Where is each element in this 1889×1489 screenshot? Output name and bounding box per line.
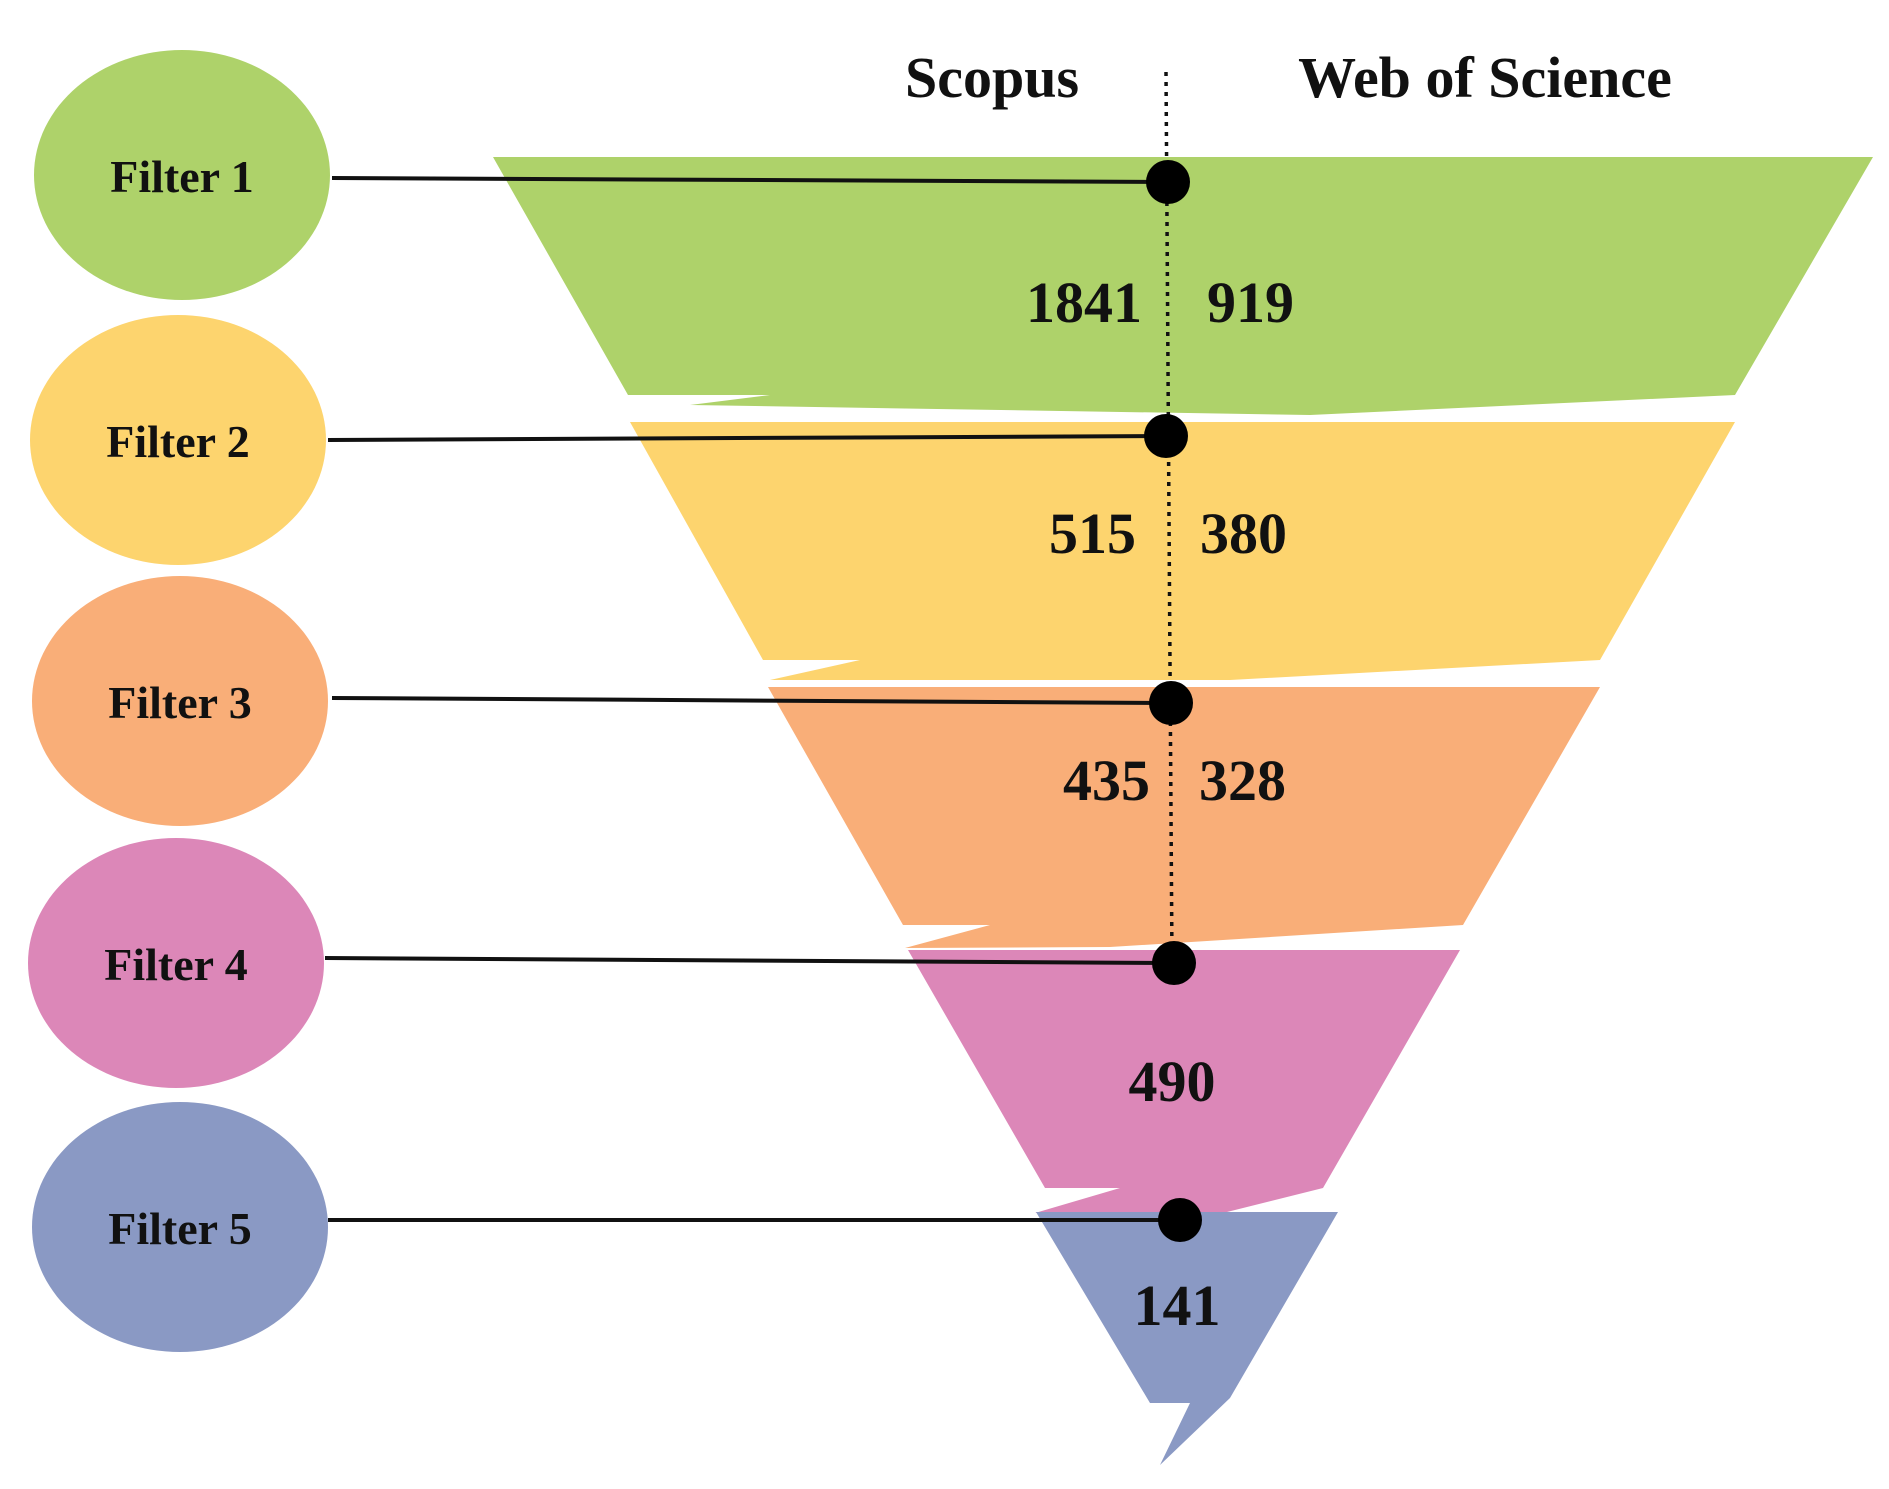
- connector-line-4: [324, 956, 1175, 965]
- count-scopus-2: 515: [1049, 501, 1136, 566]
- source-label-wos: Web of Science: [1298, 45, 1672, 110]
- connector-dot-2: [1144, 414, 1188, 458]
- filter-ellipse-4: [28, 838, 324, 1088]
- filter-ellipses: [28, 50, 330, 1352]
- connector-line-1: [331, 176, 1169, 184]
- count-labels: 1841 919 515 380 435 328 490 141: [1026, 270, 1294, 1338]
- connector-line-3: [331, 696, 1172, 705]
- filter-label-2: Filter 2: [106, 416, 249, 467]
- connector-dots: [1144, 160, 1202, 1242]
- count-wos-3: 328: [1199, 748, 1286, 813]
- connector-dot-4: [1152, 941, 1196, 985]
- funnel-band-1: [493, 157, 1873, 415]
- funnel-bands: [493, 157, 1873, 1465]
- filter-ellipse-3: [32, 576, 328, 826]
- count-wos-2: 380: [1200, 501, 1287, 566]
- count-scopus-1: 1841: [1026, 270, 1142, 335]
- filter-label-4: Filter 4: [104, 939, 247, 990]
- count-combined-4: 490: [1129, 1049, 1216, 1114]
- connector-line-2: [327, 434, 1167, 442]
- filter-label-1: Filter 1: [110, 151, 253, 202]
- funnel-band-3: [768, 687, 1600, 948]
- source-label-scopus: Scopus: [905, 45, 1079, 110]
- count-wos-1: 919: [1207, 270, 1294, 335]
- funnel-band-2: [630, 422, 1735, 680]
- connector-dot-1: [1146, 160, 1190, 204]
- count-combined-5: 141: [1134, 1273, 1221, 1338]
- count-scopus-3: 435: [1063, 748, 1150, 813]
- filter-label-3: Filter 3: [108, 677, 251, 728]
- connector-dot-3: [1149, 681, 1193, 725]
- funnel-band-4: [908, 950, 1460, 1215]
- filter-labels: Filter 1 Filter 2 Filter 3 Filter 4 Filt…: [104, 151, 253, 1254]
- filter-label-5: Filter 5: [108, 1203, 251, 1254]
- connector-lines: [324, 176, 1178, 1222]
- filter-ellipse-2: [30, 315, 326, 565]
- filter-ellipse-5: [32, 1102, 328, 1352]
- connector-dot-5: [1158, 1198, 1202, 1242]
- source-divider: [1164, 71, 1174, 964]
- funnel-band-5: [1036, 1212, 1338, 1465]
- filter-ellipse-1: [34, 50, 330, 300]
